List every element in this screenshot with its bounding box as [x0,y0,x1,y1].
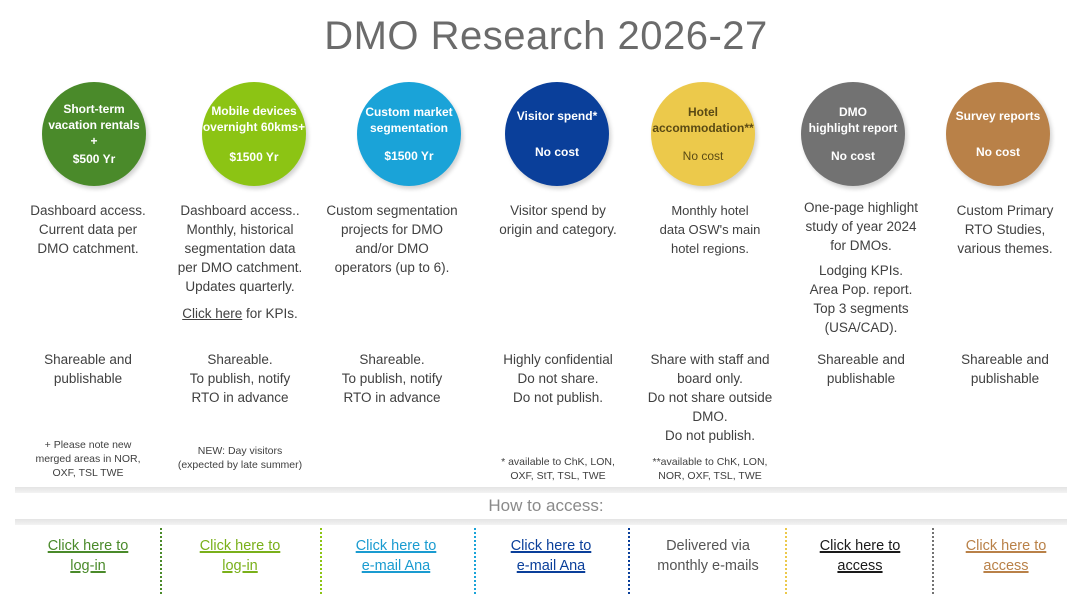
access-heading: How to access: [488,496,604,515]
circle-dmo-highlight-report: DMO highlight report No cost [801,82,905,186]
circle-price: No cost [534,145,579,159]
description-text: Monthly hotel data OSW's main hotel regi… [659,203,761,256]
description: Dashboard access.. Monthly, historical s… [167,201,313,323]
sharing-policy: Shareable. To publish, notify RTO in adv… [189,352,291,405]
description: Custom Primary RTO Studies, various them… [932,201,1078,264]
description-text: Custom segmentation projects for DMO and… [326,203,458,275]
delivery-note: Delivered via monthly e-mails [657,538,759,574]
description-text: One-page highlight study of year 2024 fo… [803,200,919,253]
circle-name: Survey reports [955,109,1041,123]
circle-name: Visitor spend* [516,109,598,123]
description: Monthly hotel data OSW's main hotel regi… [637,201,783,264]
kpi-link-suffix: for KPIs. [242,306,298,321]
access-custom-segmentation: Click here to e-mail Ana [323,536,469,576]
circle-price: No cost [682,149,724,163]
description-text: Dashboard access.. Monthly, historical s… [177,203,303,294]
circle-mobile-devices: Mobile devices overnight 60kms+ $1500 Yr [202,82,306,186]
column-dmo-highlight-report: DMO highlight report No cost One-page hi… [788,0,934,610]
description: One-page highlight study of year 2024 fo… [788,198,934,343]
description-text: Dashboard access. Current data per DMO c… [30,203,146,256]
email-ana-link[interactable]: Click here to e-mail Ana [355,538,437,574]
page-title: DMO Research 2026-27 [324,14,768,58]
separator [628,528,630,594]
kpi-link-line: Click here for KPIs. [167,304,313,323]
sharing-policy: Shareable and publishable [961,352,1049,386]
description: Visitor spend by origin and category. [485,201,631,245]
footnote: * available to ChK, LON, OXF, StT, TSL, … [501,456,615,482]
circle-custom-segmentation: Custom market segmentation $1500 Yr [357,82,461,186]
circle-name: Mobile devices overnight 60kms+ [202,104,306,134]
column-hotel-accommodation: Hotel accommodation** No cost Monthly ho… [637,0,783,610]
description-details: Lodging KPIs. Area Pop. report. Top 3 se… [809,263,913,335]
email-ana-link[interactable]: Click here to e-mail Ana [510,538,592,574]
circle-name: DMO highlight report [808,105,898,135]
access-dmo-highlight-report: Click here to access [787,536,933,576]
column-visitor-spend: Visitor spend* No cost Visitor spend by … [485,0,631,610]
access-survey-reports: Click here to access [933,536,1079,576]
circle-price: $500 Yr [72,152,116,166]
access-mobile-devices: Click here to log-in [167,536,313,576]
access-link[interactable]: Click here to access [819,538,901,574]
separator [320,528,322,594]
column-mobile-devices: Mobile devices overnight 60kms+ $1500 Yr… [167,0,313,610]
circle-name: Short-term vacation rentals + [48,102,140,148]
separator [474,528,476,594]
divider-band-top [15,487,1067,493]
divider-band-bottom [15,519,1067,525]
login-link[interactable]: Click here to log-in [47,538,129,574]
column-short-term-rentals: Short-term vacation rentals + $500 Yr Da… [15,0,161,610]
login-link[interactable]: Click here to log-in [199,538,281,574]
column-survey-reports: Survey reports No cost Custom Primary RT… [932,0,1078,610]
column-custom-segmentation: Custom market segmentation $1500 Yr Cust… [319,0,465,610]
footnote: **available to ChK, LON, NOR, OXF, TSL, … [652,456,768,482]
circle-price: $1500 Yr [384,149,434,163]
sharing-policy: Shareable and publishable [817,352,905,386]
circle-survey-reports: Survey reports No cost [946,82,1050,186]
description-text: Custom Primary RTO Studies, various them… [956,203,1054,256]
description: Dashboard access. Current data per DMO c… [15,201,161,264]
circle-price: $1500 Yr [229,150,279,164]
circle-name: Hotel accommodation** [652,105,754,135]
footnote: + Please note new merged areas in NOR, O… [35,439,141,479]
kpi-link[interactable]: Click here [182,306,243,321]
access-hotel-accommodation: Delivered via monthly e-mails [635,536,781,576]
sharing-policy: Shareable. To publish, notify RTO in adv… [341,352,443,405]
circle-price: No cost [830,149,875,163]
access-visitor-spend: Click here to e-mail Ana [478,536,624,576]
circle-short-term-rentals: Short-term vacation rentals + $500 Yr [42,82,146,186]
circle-price: No cost [975,145,1020,159]
access-link[interactable]: Click here to access [965,538,1047,574]
description-text: Visitor spend by origin and category. [499,203,617,237]
sharing-policy: Highly confidential Do not share. Do not… [503,352,613,405]
circle-name: Custom market segmentation [365,105,453,135]
access-short-term-rentals: Click here to log-in [15,536,161,576]
separator [932,528,934,594]
sharing-policy: Shareable and publishable [44,352,132,386]
circle-visitor-spend: Visitor spend* No cost [505,82,609,186]
separator [785,528,787,594]
description: Custom segmentation projects for DMO and… [319,201,465,283]
circle-hotel-accommodation: Hotel accommodation** No cost [651,82,755,186]
separator [160,528,162,594]
sharing-policy: Share with staff and board only. Do not … [647,352,773,443]
footnote: NEW: Day visitors (expected by late summ… [177,445,303,471]
